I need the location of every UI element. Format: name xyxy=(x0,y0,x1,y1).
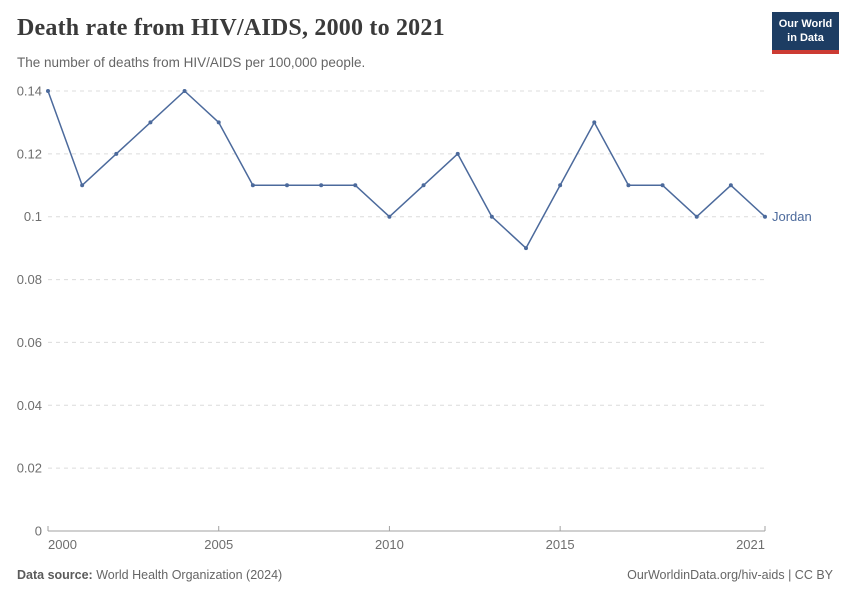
data-point[interactable] xyxy=(455,151,460,156)
data-point[interactable] xyxy=(319,183,324,188)
data-point[interactable] xyxy=(592,120,597,125)
data-point[interactable] xyxy=(182,89,187,93)
x-axis-tick-label: 2005 xyxy=(204,537,233,552)
data-point[interactable] xyxy=(763,214,767,219)
x-axis-tick-label: 2000 xyxy=(48,537,77,552)
data-point[interactable] xyxy=(421,183,426,188)
chart-footer: Data source: World Health Organization (… xyxy=(17,568,833,582)
data-source: Data source: World Health Organization (… xyxy=(17,568,282,582)
data-point[interactable] xyxy=(626,183,631,188)
y-axis-tick-label: 0.14 xyxy=(17,84,42,99)
data-point[interactable] xyxy=(216,120,221,125)
data-point[interactable] xyxy=(728,183,733,188)
x-axis-tick-label: 2010 xyxy=(375,537,404,552)
data-line[interactable] xyxy=(47,90,766,249)
data-point[interactable] xyxy=(387,214,392,219)
y-axis-tick-label: 0.02 xyxy=(17,461,42,476)
x-axis-tick-label: 2015 xyxy=(546,537,575,552)
x-axis-tick-label: 2021 xyxy=(736,537,765,552)
data-point[interactable] xyxy=(353,183,358,188)
data-point[interactable] xyxy=(46,89,50,93)
data-point[interactable] xyxy=(114,151,119,156)
data-point[interactable] xyxy=(285,183,289,188)
data-point[interactable] xyxy=(80,183,85,188)
y-axis-tick-label: 0.04 xyxy=(17,398,42,413)
data-point[interactable] xyxy=(250,183,255,188)
series-entity-label[interactable]: Jordan xyxy=(772,209,812,224)
data-point[interactable] xyxy=(489,214,494,219)
data-source-value: World Health Organization (2024) xyxy=(92,568,283,582)
owid-logo-line1: Our World xyxy=(778,18,833,30)
y-axis-tick-label: 0.08 xyxy=(17,272,42,287)
y-axis-tick-label: 0 xyxy=(35,524,42,539)
y-axis-tick-label: 0.1 xyxy=(24,209,42,224)
owid-logo[interactable]: Our World in Data xyxy=(772,12,839,54)
data-point[interactable] xyxy=(524,246,528,251)
chart-title: Death rate from HIV/AIDS, 2000 to 2021 xyxy=(17,15,445,41)
credit-link[interactable]: OurWorldinData.org/hiv-aids | CC BY xyxy=(627,568,833,582)
y-axis-tick-label: 0.06 xyxy=(17,335,42,350)
y-axis-tick-label: 0.12 xyxy=(17,146,42,161)
data-point[interactable] xyxy=(558,183,563,188)
owid-logo-line2: in Data xyxy=(787,32,824,45)
data-point[interactable] xyxy=(148,120,153,125)
data-point[interactable] xyxy=(660,183,665,188)
chart-subtitle: The number of deaths from HIV/AIDS per 1… xyxy=(17,55,366,70)
data-point[interactable] xyxy=(694,214,699,219)
data-source-label: Data source: xyxy=(17,568,93,582)
